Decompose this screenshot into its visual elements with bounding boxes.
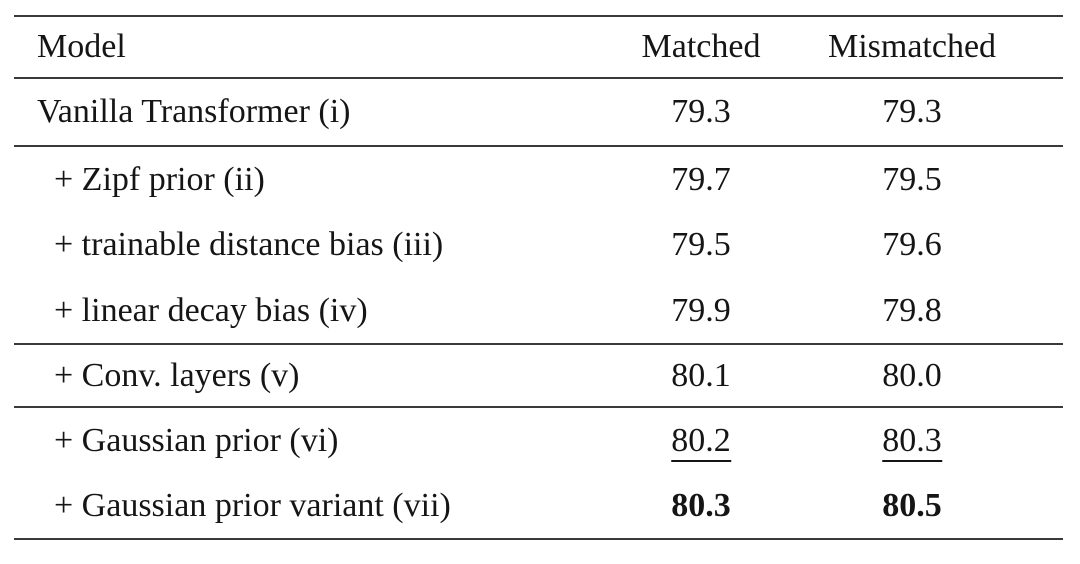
model-cell: + Gaussian prior (vi) xyxy=(54,421,339,459)
mismatched-cell: 80.5 xyxy=(882,486,942,524)
mismatched-cell: 79.3 xyxy=(882,93,942,131)
matched-cell: 79.5 xyxy=(671,226,731,264)
table-row: + Conv. layers (v) 80.1 80.0 xyxy=(14,344,1063,407)
matched-cell: 79.9 xyxy=(671,291,731,329)
mismatched-cell: 80.3 xyxy=(761,407,1063,473)
matched-cell: 79.7 xyxy=(671,160,731,198)
model-cell: + trainable distance bias (iii) xyxy=(54,226,444,263)
col-header-mismatched: Mismatched xyxy=(827,28,997,66)
table-row: + Gaussian prior (vi) 80.2 80.3 xyxy=(14,407,1063,473)
mismatched-cell: 79.5 xyxy=(882,160,942,198)
table-row: + trainable distance bias (iii) 79.5 79.… xyxy=(14,212,1063,278)
model-cell: + Gaussian prior variant (vii) xyxy=(54,486,451,524)
matched-cell: 80.2 xyxy=(641,407,761,473)
matched-cell: 79.3 xyxy=(671,93,731,131)
results-table: Model Matched Mismatched Vanilla Transfo… xyxy=(14,15,1063,540)
table-header-row: Model Matched Mismatched xyxy=(14,16,1063,78)
mismatched-cell: 80.0 xyxy=(882,356,942,394)
table-row: + Zipf prior (ii) 79.7 79.5 xyxy=(14,146,1063,212)
table-row: Vanilla Transformer (i) 79.3 79.3 xyxy=(14,78,1063,146)
table-row: + linear decay bias (iv) 79.9 79.8 xyxy=(14,278,1063,344)
mismatched-cell: 79.6 xyxy=(882,226,942,264)
table-row: + Gaussian prior variant (vii) 80.3 80.5 xyxy=(14,473,1063,539)
mismatched-cell: 79.8 xyxy=(882,291,942,329)
col-header-model: Model xyxy=(37,28,126,65)
model-cell: + linear decay bias (iv) xyxy=(54,291,368,329)
model-cell: + Zipf prior (ii) xyxy=(54,160,265,198)
model-cell: Vanilla Transformer (i) xyxy=(37,93,351,130)
paper-results-table-figure: Model Matched Mismatched Vanilla Transfo… xyxy=(14,15,1063,540)
model-cell: + Conv. layers (v) xyxy=(54,356,300,394)
matched-cell: 80.1 xyxy=(671,356,731,394)
matched-cell: 80.3 xyxy=(671,486,731,524)
col-header-matched: Matched xyxy=(641,28,761,66)
